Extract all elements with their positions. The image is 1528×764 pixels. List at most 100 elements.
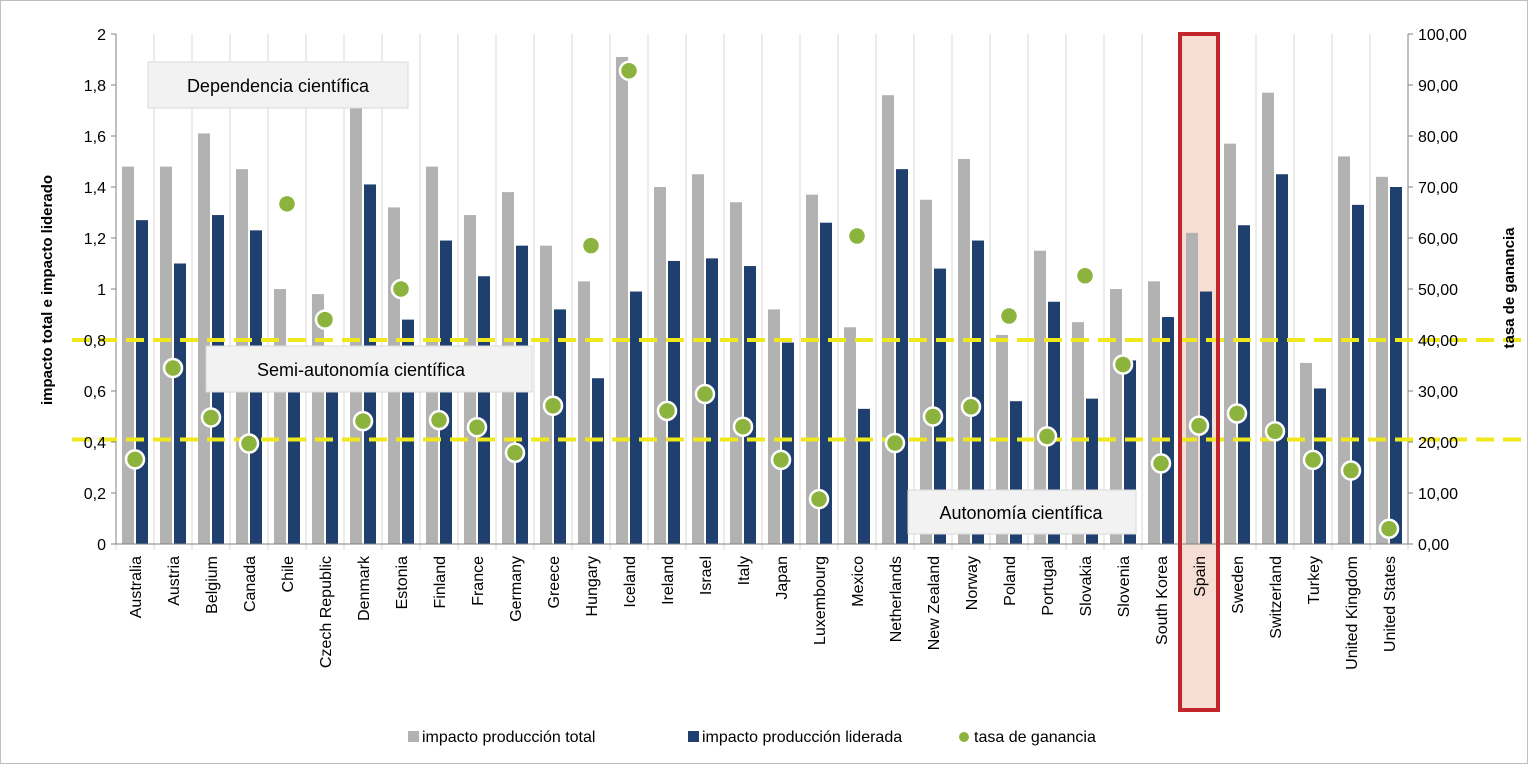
x-tick-label-iceland: Iceland <box>622 556 639 608</box>
x-tick-label-norway: Norway <box>964 556 981 610</box>
bar-total-israel <box>692 174 704 544</box>
bar-total-japan <box>768 309 780 544</box>
y-right-tick-label: 20,00 <box>1418 435 1458 452</box>
point-ganancia-netherlands <box>884 432 906 454</box>
bar-liderada-austria <box>174 263 186 544</box>
y-right-tick-label: 0,00 <box>1418 537 1449 554</box>
annotation-dependencia: Dependencia científica <box>187 76 370 96</box>
bar-liderada-japan <box>782 342 794 544</box>
bar-liderada-united-states <box>1390 187 1402 544</box>
x-tick-label-austria: Austria <box>166 556 183 606</box>
point-ganancia-chile <box>276 193 298 215</box>
bar-total-australia <box>122 166 134 544</box>
point-ganancia-czech-republic <box>314 309 336 330</box>
point-ganancia-japan <box>770 449 792 471</box>
point-ganancia-sweden <box>1226 403 1248 424</box>
legend: impacto producción total impacto producc… <box>408 729 1096 746</box>
bar-liderada-portugal <box>1048 301 1060 544</box>
bar-total-united-states <box>1376 176 1388 545</box>
y-right-tick-label: 50,00 <box>1418 282 1458 299</box>
scatter-series <box>124 60 1400 539</box>
bar-total-greece <box>540 245 552 544</box>
point-ganancia-poland <box>998 305 1020 327</box>
bar-liderada-south-korea <box>1162 317 1174 544</box>
bar-total-iceland <box>616 56 628 544</box>
region-annotations: Dependencia científica Semi-autonomía ci… <box>147 61 1137 535</box>
point-ganancia-slovakia <box>1074 265 1096 286</box>
x-tick-label-united-kingdom: United Kingdom <box>1344 556 1361 670</box>
bar-liderada-italy <box>744 266 756 544</box>
highlight-fill <box>1180 34 1218 710</box>
bar-liderada-chile <box>288 388 300 544</box>
bar-total-portugal <box>1034 250 1046 544</box>
x-tick-label-slovakia: Slovakia <box>1078 556 1095 617</box>
x-tick-label-sweden: Sweden <box>1230 556 1247 614</box>
bar-liderada-switzerland <box>1276 174 1288 544</box>
point-ganancia-new-zealand <box>922 406 944 427</box>
bar-total-chile <box>274 289 286 544</box>
x-tick-label-new-zealand: New Zealand <box>926 556 943 650</box>
y-tick-label: 0,6 <box>84 384 106 401</box>
y-right-tick-label: 100,00 <box>1418 27 1467 44</box>
x-tick-label-slovenia: Slovenia <box>1116 556 1133 617</box>
x-tick-label-israel: Israel <box>698 556 715 595</box>
y-right-tick-label: 90,00 <box>1418 78 1458 95</box>
y-tick-label: 1,4 <box>84 180 106 197</box>
x-tick-label-chile: Chile <box>280 556 297 593</box>
x-tick-label-luxembourg: Luxembourg <box>812 556 829 645</box>
y-right-tick-label: 30,00 <box>1418 384 1458 401</box>
point-ganancia-belgium <box>200 407 222 428</box>
x-tick-label-estonia: Estonia <box>394 556 411 609</box>
x-tick-label-united-states: United States <box>1382 556 1399 652</box>
bar-total-luxembourg <box>806 194 818 544</box>
point-ganancia-italy <box>732 416 754 437</box>
y-tick-label: 1,2 <box>84 231 106 248</box>
legend-label-ganancia: tasa de ganancia <box>974 729 1096 746</box>
point-ganancia-ireland <box>656 400 678 422</box>
x-tick-label-south-korea: South Korea <box>1154 556 1171 645</box>
x-tick-label-denmark: Denmark <box>356 555 373 621</box>
point-ganancia-israel <box>694 383 716 405</box>
point-ganancia-estonia <box>390 278 412 300</box>
bar-total-italy <box>730 202 742 545</box>
bar-liderada-ireland <box>668 260 680 544</box>
legend-swatch-ganancia <box>959 732 969 742</box>
point-ganancia-mexico <box>846 225 868 247</box>
bar-total-sweden <box>1224 143 1236 544</box>
legend-label-liderada: impacto producción liderada <box>702 729 902 746</box>
point-ganancia-germany <box>504 442 526 463</box>
y-tick-label: 0,2 <box>84 486 106 503</box>
y-tick-label: 1,8 <box>84 78 106 95</box>
x-tick-label-spain: Spain <box>1192 556 1209 597</box>
x-tick-label-belgium: Belgium <box>204 556 221 614</box>
point-ganancia-canada <box>238 433 260 454</box>
y-axis-right-title: tasa de ganancia <box>1501 227 1518 349</box>
legend-swatch-total <box>408 731 419 742</box>
annotation-box-autonomia <box>907 489 1137 535</box>
bar-liderada-norway <box>972 240 984 545</box>
bar-total-new-zealand <box>920 199 932 544</box>
bar-liderada-new-zealand <box>934 268 946 544</box>
bar-total-norway <box>958 158 970 544</box>
x-tick-label-japan: Japan <box>774 556 791 600</box>
bar-liderada-mexico <box>858 408 870 544</box>
x-tick-label-hungary: Hungary <box>584 556 601 616</box>
annotation-box-dependencia <box>147 61 409 109</box>
bar-total-austria <box>160 166 172 544</box>
bar-liderada-spain <box>1200 291 1212 544</box>
x-tick-label-mexico: Mexico <box>850 556 867 607</box>
bar-liderada-sweden <box>1238 225 1250 544</box>
x-tick-label-turkey: Turkey <box>1306 556 1323 604</box>
point-ganancia-austria <box>162 357 184 379</box>
x-tick-label-switzerland: Switzerland <box>1268 556 1285 639</box>
x-tick-label-italy: Italy <box>736 556 753 585</box>
legend-label-total: impacto producción total <box>422 729 595 746</box>
bar-total-south-korea <box>1148 281 1160 544</box>
y-right-tick-label: 10,00 <box>1418 486 1458 503</box>
bar-total-united-kingdom <box>1338 156 1350 544</box>
x-tick-label-germany: Germany <box>508 556 525 622</box>
x-tick-label-poland: Poland <box>1002 556 1019 606</box>
highlight-border <box>1178 32 1220 712</box>
y-axis-right-labels: 0,00 10,00 20,00 30,00 40,00 50,00 60,00 70,00 8… <box>1418 27 1467 554</box>
